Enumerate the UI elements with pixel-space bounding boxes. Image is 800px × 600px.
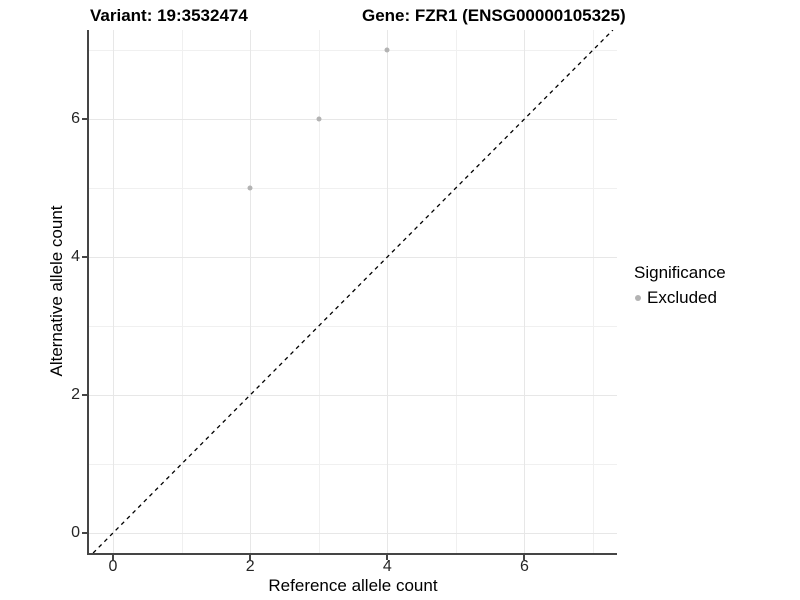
x-tick-label: 4 (382, 558, 392, 575)
legend-entry: Excluded (631, 288, 726, 308)
gridline-x-minor (593, 30, 594, 553)
plot-title-variant: Variant: 19:3532474 (90, 6, 248, 25)
y-tick-label: 2 (71, 385, 80, 403)
gridline-y-major (89, 532, 617, 534)
x-axis-tick (112, 555, 114, 560)
y-tick-label: 6 (71, 110, 80, 127)
identity-line (92, 30, 614, 553)
legend-point-icon (635, 295, 641, 301)
y-axis-line (87, 30, 89, 555)
x-tick-label: 0 (108, 558, 118, 575)
y-axis-tick (82, 256, 87, 258)
gridline-x-major (524, 30, 526, 553)
legend-title: Significance (634, 263, 726, 282)
x-axis-tick (386, 555, 389, 560)
gridline-y-minor (89, 50, 617, 51)
gridline-x-minor (455, 30, 457, 553)
gridline-x-major (250, 30, 252, 553)
y-tick-label: 0 (71, 523, 80, 541)
legend-entry-label: Excluded (647, 288, 717, 307)
gridline-x-major (113, 30, 114, 553)
chart-panel (89, 30, 617, 553)
identity-dashed-line (92, 30, 614, 553)
x-axis-tick (249, 555, 252, 560)
y-axis-tick (82, 393, 87, 396)
gridline-y-minor (89, 188, 617, 189)
x-axis-line (87, 553, 617, 555)
x-tick-label: 6 (519, 558, 529, 575)
y-tick-label: 4 (71, 248, 80, 265)
x-tick-label: 2 (245, 558, 255, 575)
data-point (384, 47, 390, 53)
gridline-x-minor (318, 30, 320, 553)
gridline-y-major (89, 257, 617, 258)
gridline-y-major (89, 394, 617, 396)
gridline-y-minor (89, 463, 617, 465)
data-point (247, 185, 253, 191)
x-axis-title: Reference allele count (268, 576, 438, 595)
gridline-y-major (89, 119, 617, 120)
y-axis-tick (82, 531, 87, 534)
gridline-x-minor (181, 30, 183, 553)
x-axis-tick (523, 555, 526, 560)
y-axis-tick (82, 118, 87, 120)
y-axis-title: Alternative allele count (47, 205, 66, 377)
data-point (316, 116, 322, 122)
gridline-x-major (387, 30, 389, 553)
gridline-y-minor (89, 325, 617, 327)
plot-title-gene: Gene: FZR1 (ENSG00000105325) (362, 6, 626, 25)
legend: Significance Excluded (631, 263, 726, 308)
